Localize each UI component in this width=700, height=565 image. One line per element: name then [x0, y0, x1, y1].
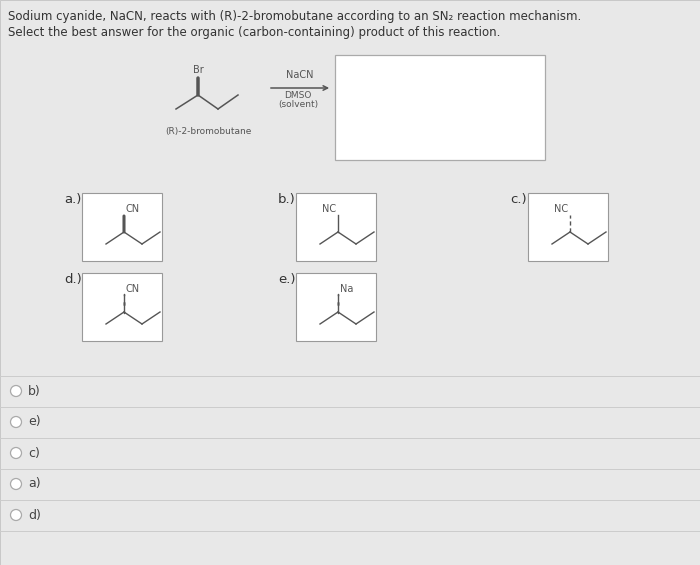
Text: b.): b.)	[278, 193, 295, 206]
Text: Br: Br	[193, 65, 204, 75]
Text: Select the best answer for the organic (carbon-containing) product of this react: Select the best answer for the organic (…	[8, 26, 500, 39]
Text: e.): e.)	[278, 273, 295, 286]
Text: NaCN: NaCN	[286, 70, 314, 80]
Circle shape	[10, 416, 22, 428]
Text: DMSO: DMSO	[284, 91, 312, 100]
FancyBboxPatch shape	[82, 193, 162, 261]
Circle shape	[10, 510, 22, 520]
Text: e): e)	[28, 415, 41, 428]
Text: CN: CN	[126, 204, 140, 214]
Text: c.): c.)	[510, 193, 526, 206]
FancyBboxPatch shape	[528, 193, 608, 261]
FancyBboxPatch shape	[335, 55, 545, 160]
Text: (R)-2-bromobutane: (R)-2-bromobutane	[164, 127, 251, 136]
Text: d): d)	[28, 508, 41, 521]
Text: a.): a.)	[64, 193, 81, 206]
FancyBboxPatch shape	[296, 193, 376, 261]
Text: CN: CN	[126, 284, 140, 294]
Text: b): b)	[28, 385, 41, 398]
Text: NC: NC	[554, 204, 568, 214]
Text: NC: NC	[322, 204, 336, 214]
Text: Na: Na	[340, 284, 354, 294]
Circle shape	[10, 479, 22, 489]
FancyBboxPatch shape	[296, 273, 376, 341]
Text: Sodium cyanide, NaCN, reacts with (R)-2-bromobutane according to an SN₂ reaction: Sodium cyanide, NaCN, reacts with (R)-2-…	[8, 10, 581, 23]
Text: d.): d.)	[64, 273, 82, 286]
Circle shape	[10, 447, 22, 459]
Text: c): c)	[28, 446, 40, 459]
Text: a): a)	[28, 477, 41, 490]
FancyBboxPatch shape	[82, 273, 162, 341]
Circle shape	[10, 385, 22, 397]
Text: (solvent): (solvent)	[278, 100, 318, 109]
